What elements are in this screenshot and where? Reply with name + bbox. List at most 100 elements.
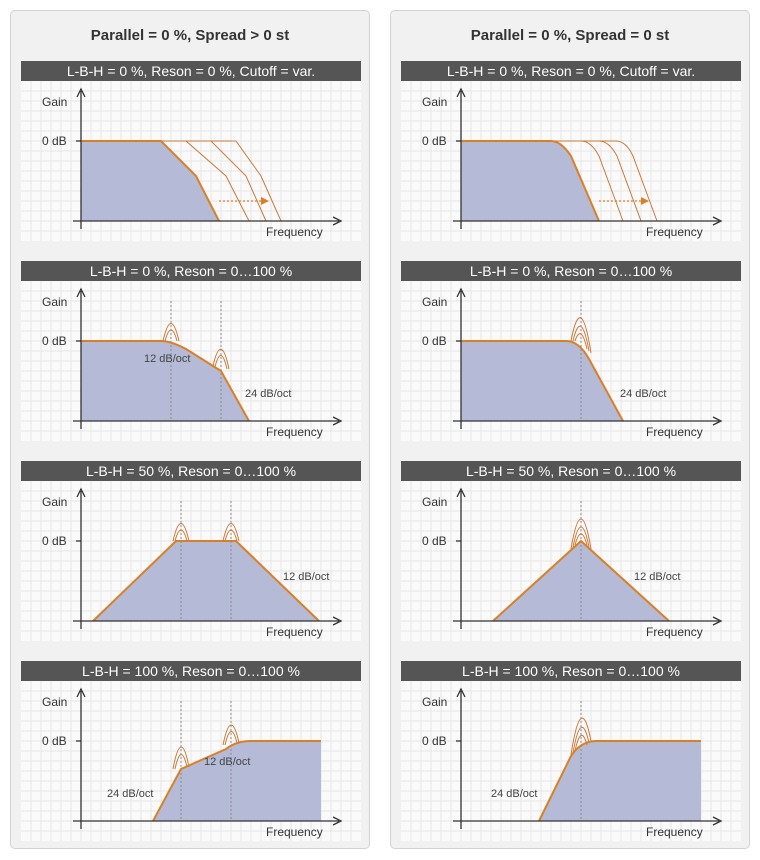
filter-plot: Gain 0 dB Frequency [21, 81, 361, 241]
cutoff-curve-3 [541, 140, 658, 222]
zero-db-label: 0 dB [42, 734, 67, 748]
frequency-axis-arrow [712, 416, 723, 426]
panel-l-lowpass-cutoff: L-B-H = 0 %, Reson = 0 %, Cutoff = var. … [21, 61, 361, 241]
axes [73, 687, 343, 829]
filter-fill [153, 741, 321, 821]
slope-label: 12 dB/oct [144, 353, 190, 365]
zero-db-label: 0 dB [42, 134, 67, 148]
panel-header: L-B-H = 50 %, Reson = 0…100 % [401, 461, 741, 481]
panel-r-lowpass-cutoff: L-B-H = 0 %, Reson = 0 %, Cutoff = var. … [401, 61, 741, 241]
filter-fill [539, 741, 701, 821]
frequency-label: Frequency [646, 225, 703, 239]
frequency-axis-arrow [332, 616, 343, 626]
filter-fill [93, 541, 319, 621]
panel-r-highpass: L-B-H = 100 %, Reson = 0…100 % Gain 0 dB… [401, 661, 741, 841]
reson-peak-2b [224, 731, 238, 746]
panel-r-lowpass-reson: L-B-H = 0 %, Reson = 0…100 % Gain 0 dB F… [401, 261, 741, 441]
frequency-label: Frequency [266, 225, 323, 239]
slope-label: 24 dB/oct [491, 788, 537, 800]
reson-peak-1 [570, 317, 592, 354]
panel-header: L-B-H = 100 %, Reson = 0…100 % [21, 661, 361, 681]
axes [453, 687, 723, 829]
reson-peak-1 [172, 523, 190, 542]
frequency-label: Frequency [646, 625, 703, 639]
filter-fill [461, 141, 599, 221]
filter-curve [81, 340, 250, 422]
gain-axis-arrow [76, 687, 86, 698]
reson-peak-2 [212, 348, 230, 370]
slope-label: 24 dB/oct [107, 788, 153, 800]
column-left: Parallel = 0 %, Spread > 0 st L-B-H = 0 … [10, 10, 370, 849]
slope-label: 12 dB/oct [204, 756, 250, 768]
gain-label: Gain [422, 495, 447, 509]
filter-curve [152, 740, 321, 822]
panel-r-bandpass: L-B-H = 50 %, Reson = 0…100 % Gain 0 dB … [401, 461, 741, 641]
zero-db-label: 0 dB [422, 534, 447, 548]
gain-axis-arrow [76, 287, 86, 298]
filter-curve [461, 340, 624, 422]
axes [73, 87, 343, 229]
panel-header: L-B-H = 50 %, Reson = 0…100 % [21, 461, 361, 481]
panel-header: L-B-H = 0 %, Reson = 0 %, Cutoff = var. [401, 61, 741, 81]
reson-peak-1 [162, 323, 180, 342]
reson-peak-1 [570, 717, 592, 756]
axes [453, 87, 723, 229]
filter-plot: Gain 0 dB Frequency 12 dB/oct [21, 481, 361, 641]
column-title: Parallel = 0 %, Spread = 0 st [470, 27, 670, 44]
reson-peak-2 [222, 724, 240, 746]
reson-peak-1b [572, 727, 590, 754]
zero-db-label: 0 dB [42, 334, 67, 348]
gain-label: Gain [42, 695, 67, 709]
frequency-axis-arrow [712, 616, 723, 626]
axes [453, 287, 723, 429]
filter-plot: Gain 0 dB Frequency 24 dB/oct [401, 281, 741, 441]
column-title: Parallel = 0 %, Spread > 0 st [90, 27, 290, 44]
slope-label: 24 dB/oct [620, 388, 666, 400]
zero-db-label: 0 dB [422, 134, 447, 148]
gain-label: Gain [42, 295, 67, 309]
axes [73, 287, 343, 429]
frequency-label: Frequency [266, 625, 323, 639]
filter-curve [492, 539, 670, 622]
gain-label: Gain [422, 95, 447, 109]
gain-label: Gain [42, 95, 67, 109]
reson-peak-1c [574, 533, 588, 546]
filter-curve [461, 140, 600, 222]
frequency-axis-arrow [332, 216, 343, 226]
slope-label: 12 dB/oct [634, 571, 680, 583]
cutoff-arrow-head [641, 197, 649, 205]
gain-axis-arrow [456, 87, 466, 98]
gain-axis-arrow [76, 487, 86, 498]
frequency-label: Frequency [266, 425, 323, 439]
frequency-axis-arrow [712, 216, 723, 226]
filter-plot: Gain 0 dB Frequency 12 dB/oct 24 dB/oct [21, 281, 361, 441]
frequency-axis-arrow [712, 816, 723, 826]
frequency-axis-arrow [332, 416, 343, 426]
filter-fill [461, 341, 623, 421]
gain-label: Gain [422, 695, 447, 709]
panel-l-bandpass: L-B-H = 50 %, Reson = 0…100 % Gain 0 dB … [21, 461, 361, 641]
zero-db-label: 0 dB [422, 734, 447, 748]
frequency-label: Frequency [646, 425, 703, 439]
panel-header: L-B-H = 0 %, Reson = 0…100 % [21, 261, 361, 281]
reson-peak-2 [222, 523, 240, 542]
gain-label: Gain [42, 495, 67, 509]
gain-axis-arrow [456, 687, 466, 698]
gain-axis-arrow [456, 487, 466, 498]
reson-peak-2b [224, 529, 238, 542]
panel-l-highpass: L-B-H = 100 %, Reson = 0…100 % Gain 0 dB… [21, 661, 361, 841]
filter-plot: Gain 0 dB Frequency 24 dB/oct [401, 681, 741, 841]
reson-peak-1b [572, 526, 590, 548]
cutoff-arrow-head [261, 197, 269, 205]
reson-peak-1 [172, 746, 190, 770]
gain-label: Gain [422, 295, 447, 309]
filter-fill [81, 141, 219, 221]
filter-curve [538, 740, 701, 822]
gain-axis-arrow [76, 87, 86, 98]
panel-header: L-B-H = 0 %, Reson = 0 %, Cutoff = var. [21, 61, 361, 81]
axes [453, 487, 723, 629]
reson-peak-1b [572, 325, 590, 352]
slope-label: 24 dB/oct [245, 388, 291, 400]
filter-curve [81, 140, 220, 222]
reson-peak-1b [174, 754, 188, 770]
